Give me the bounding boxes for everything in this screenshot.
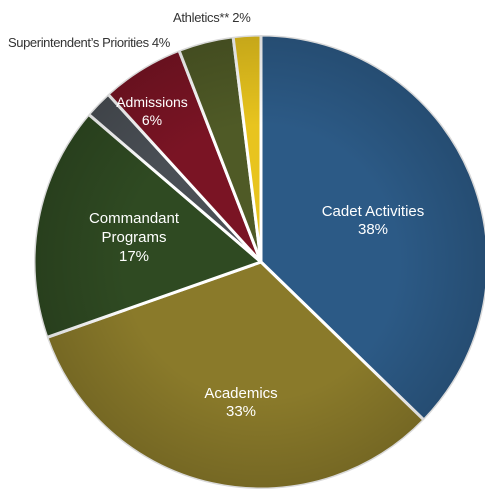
label-cadet-activities: Cadet Activities	[322, 203, 425, 220]
label-academics-value: 33%	[226, 403, 256, 420]
label-commandant-line2: Programs	[101, 229, 166, 246]
label-superintendents-priorities: Superintendent’s Priorities 4%	[8, 35, 171, 50]
label-cadet-activities-value: 38%	[358, 221, 388, 238]
label-commandant: Commandant	[89, 210, 180, 227]
label-admissions-value: 6%	[142, 112, 162, 128]
label-admissions: Admissions	[116, 94, 188, 110]
pie-slices	[32, 33, 485, 489]
label-commandant-value: 17%	[119, 248, 149, 265]
label-academics: Academics	[204, 385, 277, 402]
label-athletics: Athletics** 2%	[173, 10, 251, 25]
